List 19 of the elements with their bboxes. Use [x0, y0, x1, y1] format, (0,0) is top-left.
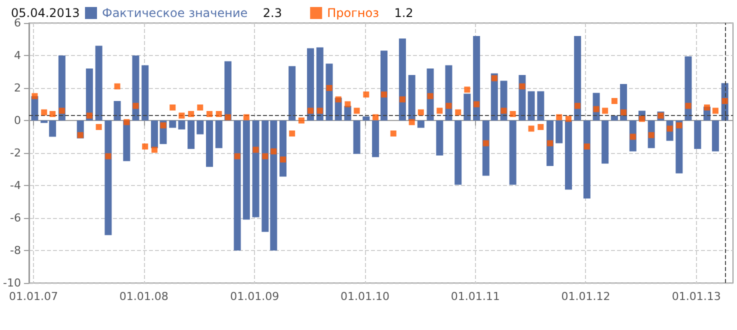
x-tick-label: 01.01.08	[119, 290, 168, 303]
y-tick-label: 2	[14, 82, 21, 94]
legend-label: Фактическое значение	[102, 6, 248, 20]
x-tick-label: 01.01.13	[672, 290, 721, 303]
legend-label: Прогноз	[327, 6, 379, 20]
y-tick-label: 4	[14, 49, 21, 62]
x-tick-label: 01.01.10	[340, 290, 390, 303]
y-tick-label: 0	[14, 114, 21, 127]
text: 2.3	[248, 6, 282, 20]
y-tick-label: -4	[10, 179, 21, 192]
y-tick-label: -2	[10, 146, 21, 160]
x-tick-label: 01.01.11	[450, 290, 500, 303]
y-tick-label: -6	[10, 212, 21, 224]
text: 1.2	[378, 6, 414, 20]
x-tick-label: 01.01.09	[230, 290, 280, 303]
x-tick-label: 01.01.07	[9, 290, 58, 303]
x-tick-label: 01.01.12	[561, 290, 610, 303]
y-tick-label: -8	[10, 244, 21, 257]
y-tick-label: -10	[3, 276, 21, 290]
